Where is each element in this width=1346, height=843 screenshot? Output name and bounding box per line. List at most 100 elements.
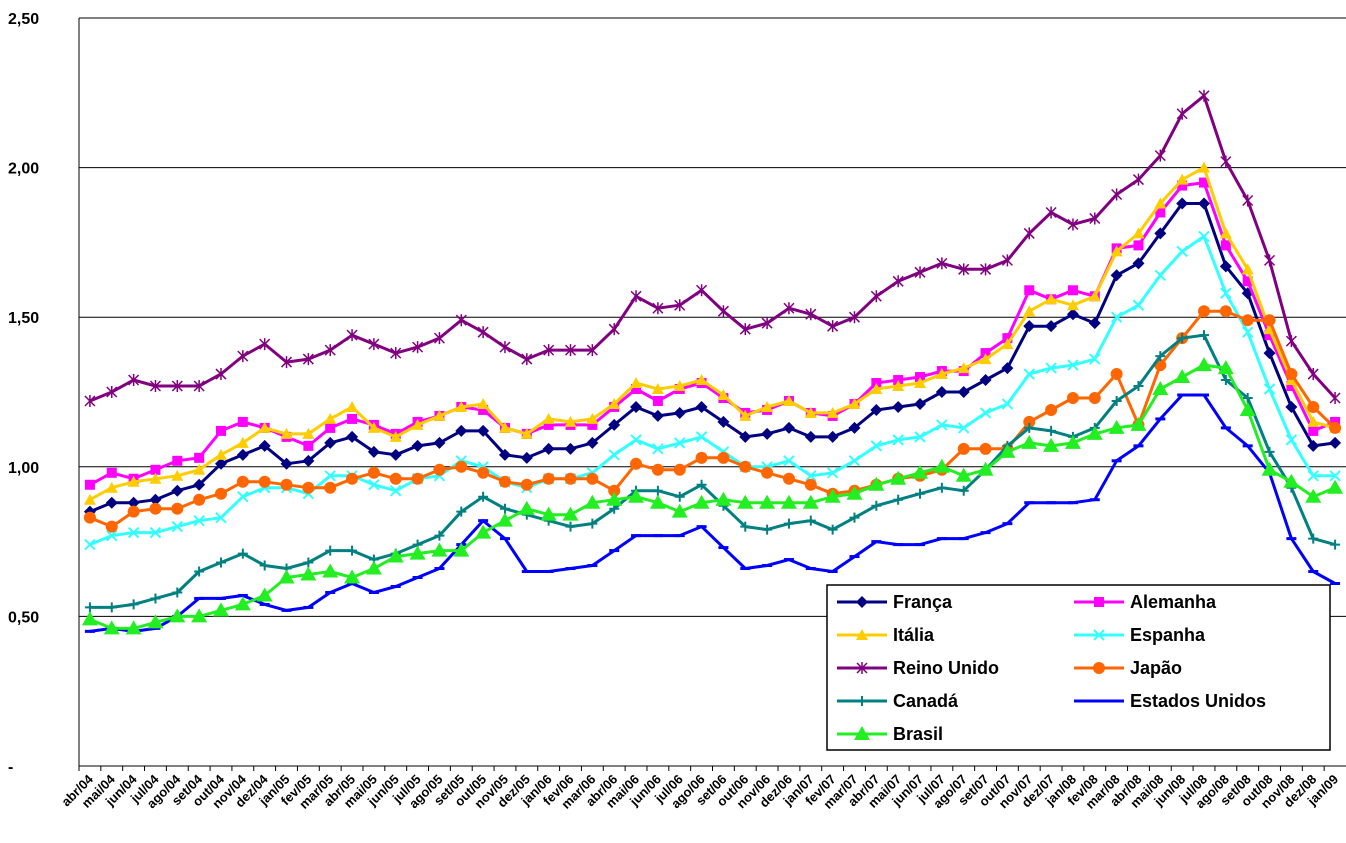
marker — [324, 344, 336, 357]
marker — [1263, 314, 1276, 327]
marker — [1067, 285, 1078, 296]
marker — [1199, 177, 1210, 188]
marker — [84, 479, 95, 490]
marker — [804, 478, 817, 491]
marker — [215, 511, 227, 524]
marker — [1066, 308, 1079, 321]
marker — [324, 481, 337, 494]
marker — [1001, 254, 1013, 267]
marker — [1093, 629, 1105, 641]
marker — [1067, 359, 1079, 371]
marker — [1067, 218, 1079, 231]
marker — [258, 439, 271, 452]
marker — [958, 263, 970, 276]
marker — [1176, 173, 1189, 185]
marker — [191, 608, 208, 623]
marker — [805, 515, 816, 526]
marker — [1132, 299, 1145, 311]
marker — [805, 308, 817, 321]
marker — [1220, 287, 1232, 299]
marker — [150, 464, 161, 475]
marker — [1046, 425, 1057, 436]
marker — [1045, 206, 1057, 219]
marker — [1263, 383, 1276, 395]
marker — [1307, 439, 1320, 452]
marker — [302, 353, 314, 366]
marker — [1130, 416, 1147, 431]
marker — [652, 443, 664, 455]
marker — [693, 494, 710, 509]
marker — [783, 518, 794, 529]
marker — [1152, 381, 1169, 396]
marker — [892, 275, 904, 288]
marker — [1001, 398, 1014, 410]
marker — [780, 494, 797, 509]
marker — [389, 472, 402, 485]
marker — [499, 341, 511, 354]
line — [89, 166, 1336, 502]
marker — [1242, 392, 1253, 403]
marker — [630, 377, 643, 389]
marker — [1154, 197, 1167, 209]
marker — [412, 341, 424, 354]
marker — [695, 451, 708, 464]
marker — [171, 380, 183, 393]
marker — [411, 439, 424, 452]
marker — [81, 611, 98, 626]
marker — [565, 521, 576, 532]
marker — [1110, 368, 1123, 381]
marker — [1219, 227, 1232, 239]
marker — [256, 587, 273, 602]
marker — [325, 545, 336, 556]
marker — [957, 386, 970, 398]
marker — [935, 386, 948, 398]
marker — [958, 422, 970, 434]
marker — [979, 407, 992, 419]
marker — [870, 440, 883, 452]
marker — [390, 485, 402, 497]
marker — [105, 520, 118, 533]
marker — [1154, 227, 1167, 240]
marker — [193, 514, 205, 527]
marker — [1177, 333, 1188, 344]
marker — [1001, 362, 1014, 375]
marker — [935, 368, 948, 380]
series — [83, 161, 1342, 505]
marker — [854, 726, 870, 740]
marker — [608, 323, 620, 336]
marker — [564, 472, 577, 485]
marker — [761, 427, 774, 440]
marker — [106, 529, 118, 542]
marker — [237, 350, 249, 363]
marker — [83, 511, 96, 524]
marker — [171, 502, 184, 515]
marker — [805, 470, 817, 482]
marker — [324, 436, 337, 449]
marker — [433, 332, 445, 345]
marker — [1329, 470, 1341, 482]
series — [83, 305, 1342, 533]
line — [89, 234, 1336, 546]
marker — [496, 512, 513, 527]
line — [89, 333, 1336, 609]
marker — [303, 440, 314, 451]
marker — [322, 563, 339, 578]
marker — [1089, 353, 1101, 365]
marker — [914, 431, 926, 443]
marker — [652, 485, 663, 496]
marker — [215, 368, 227, 381]
marker — [564, 442, 577, 455]
legend-label: Itália — [893, 625, 935, 645]
marker — [105, 481, 118, 493]
marker — [214, 457, 227, 470]
marker — [520, 451, 533, 464]
marker — [147, 614, 164, 629]
marker — [171, 484, 184, 497]
marker — [717, 388, 730, 400]
marker — [169, 608, 186, 623]
marker — [83, 493, 96, 505]
series — [81, 357, 1344, 635]
marker — [325, 422, 336, 433]
marker — [346, 400, 359, 412]
marker — [127, 475, 140, 487]
